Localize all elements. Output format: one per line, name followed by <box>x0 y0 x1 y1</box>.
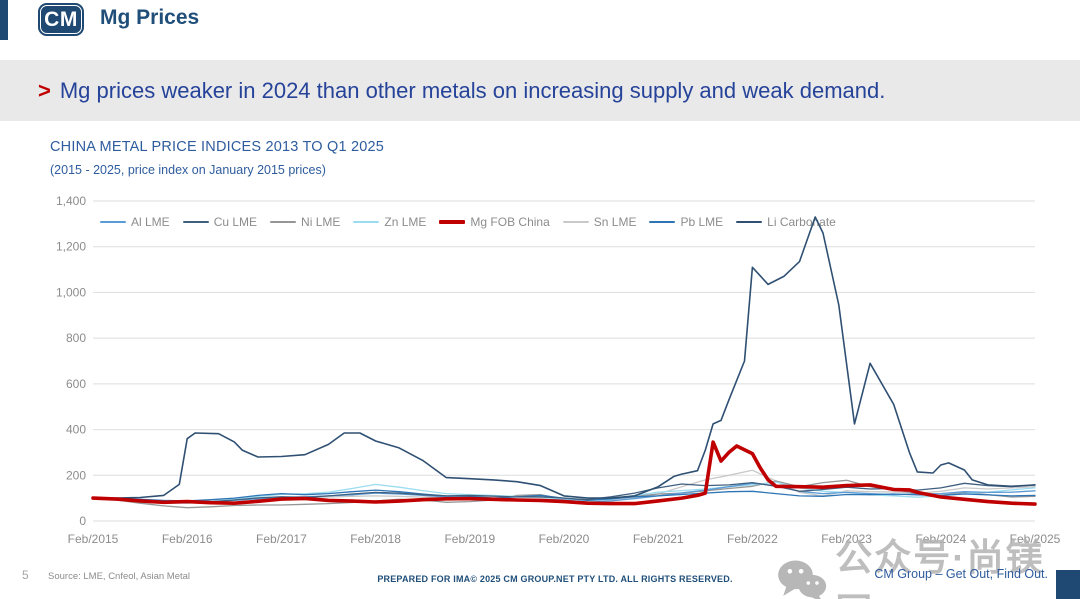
watermark-text: 公众号·尚镁网 <box>835 537 1045 599</box>
y-tick-label: 600 <box>66 377 86 391</box>
legend-item-ni-lme: Ni LME <box>270 215 340 229</box>
x-tick-label: Feb/2021 <box>633 532 684 546</box>
copyright-note: PREPARED FOR IMA© 2025 CM GROUP.NET PTY … <box>377 574 733 584</box>
chart-title: CHINA METAL PRICE INDICES 2013 TO Q1 202… <box>50 139 385 155</box>
y-tick-label: 0 <box>79 514 86 528</box>
cm-logo-text: CM <box>44 7 78 31</box>
series-line-cu-lme <box>92 481 1036 504</box>
watermark: 公众号·尚镁网 <box>776 527 1080 599</box>
legend-item-cu-lme: Cu LME <box>182 215 258 229</box>
legend-item-sn-lme: Sn LME <box>562 215 637 229</box>
legend-swatch <box>736 221 763 223</box>
legend-swatch <box>100 221 126 223</box>
y-tick-label: 400 <box>66 423 86 437</box>
y-tick-label: 1,400 <box>56 194 86 208</box>
series-line-li-carbonate <box>92 216 1036 499</box>
x-tick-label: Feb/2023 <box>821 532 872 546</box>
series-line-mg-fob-china <box>91 440 1037 506</box>
cm-logo: CM <box>38 3 84 36</box>
page-title: Mg Prices <box>100 6 200 29</box>
x-tick-label: Feb/2022 <box>727 532 778 546</box>
corner-accent-block <box>1056 570 1080 599</box>
legend-label: Mg FOB China <box>470 215 550 229</box>
legend-item-zn-lme: Zn LME <box>353 215 426 229</box>
x-tick-label: Feb/2018 <box>350 532 401 546</box>
x-tick-label: Feb/2020 <box>539 532 590 546</box>
y-tick-label: 1,200 <box>56 240 86 254</box>
legend-label: Cu LME <box>213 215 258 229</box>
legend-item-mg-fob-china: Mg FOB China <box>439 215 550 229</box>
legend-swatch <box>182 221 209 223</box>
legend-label: Pb LME <box>680 215 724 229</box>
legend-label: Al LME <box>131 215 170 229</box>
banner-text: Mg prices weaker in 2024 than other meta… <box>59 77 886 103</box>
legend-swatch <box>353 221 380 223</box>
x-tick-label: Feb/2025 <box>1010 532 1061 546</box>
legend-label: Sn LME <box>593 215 637 229</box>
x-tick-label: Feb/2017 <box>256 532 307 546</box>
y-tick-label: 200 <box>66 468 86 482</box>
x-tick-label: Feb/2016 <box>162 532 213 546</box>
legend-swatch <box>649 221 676 223</box>
x-tick-label: Feb/2024 <box>915 532 966 546</box>
wechat-icon <box>778 560 827 599</box>
x-tick-label: Feb/2019 <box>444 532 495 546</box>
banner-arrow-marker: > <box>38 77 51 103</box>
cm-group-tagline: CM Group – Get Out, Find Out. <box>874 567 1048 581</box>
legend-label: Zn LME <box>384 215 427 229</box>
source-note: Source: LME, Cnfeol, Asian Metal <box>48 571 191 582</box>
legend-label: Ni LME <box>301 215 341 229</box>
chart-subtitle: (2015 - 2025, price index on January 201… <box>50 163 326 177</box>
legend-swatch <box>439 220 466 224</box>
legend-swatch <box>562 221 589 223</box>
y-tick-label: 800 <box>66 331 86 345</box>
x-tick-label: Feb/2015 <box>68 532 119 546</box>
key-message-banner: > Mg prices weaker in 2024 than other me… <box>0 60 1080 121</box>
page-number: 5 <box>22 568 29 582</box>
legend-item-pb-lme: Pb LME <box>649 215 723 229</box>
legend-swatch <box>270 221 297 223</box>
legend-item-al-lme: Al LME <box>100 215 170 229</box>
y-tick-label: 1,000 <box>56 285 86 299</box>
header-accent-bar <box>0 0 8 40</box>
